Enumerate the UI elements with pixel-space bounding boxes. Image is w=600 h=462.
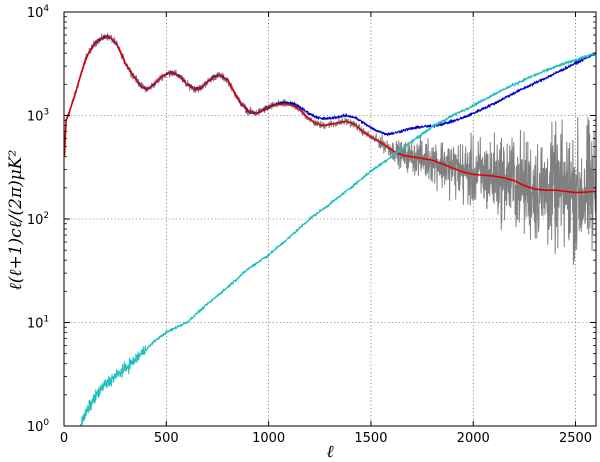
- y-tick-label: 103: [27, 108, 49, 125]
- y-tick-label: 102: [27, 211, 49, 228]
- x-tick-label: 2500: [559, 431, 592, 446]
- x-tick-label: 500: [154, 431, 179, 446]
- y-tick-base: 10: [27, 213, 44, 228]
- y-tick-exponent: 1: [43, 315, 49, 325]
- y-tick-label: 101: [27, 315, 49, 332]
- y-tick-exponent: 0: [43, 418, 49, 428]
- y-tick-base: 10: [27, 420, 44, 435]
- y-tick-base: 10: [27, 6, 44, 21]
- x-tick-label: 1000: [252, 431, 285, 446]
- series-line-2: [64, 35, 596, 194]
- y-tick-base: 10: [27, 110, 44, 125]
- y-tick-label: 100: [27, 418, 50, 435]
- series-layer: [64, 32, 596, 426]
- y-tick-exponent: 3: [43, 108, 49, 118]
- series-line-3: [79, 51, 596, 426]
- series-line-0: [64, 32, 596, 266]
- y-tick-base: 10: [27, 317, 44, 332]
- x-tick-label: 1500: [354, 431, 387, 446]
- x-tick-label: 0: [60, 431, 68, 446]
- grid: [64, 12, 596, 426]
- y-tick-exponent: 2: [43, 211, 49, 221]
- y-tick-label: 104: [27, 4, 50, 21]
- x-tick-label: 2000: [457, 431, 490, 446]
- y-tick-exponent: 4: [43, 4, 49, 14]
- y-axis-label: ℓ(ℓ+1)cℓ/(2π)μK²: [6, 150, 26, 291]
- x-axis-label: ℓ: [326, 442, 333, 462]
